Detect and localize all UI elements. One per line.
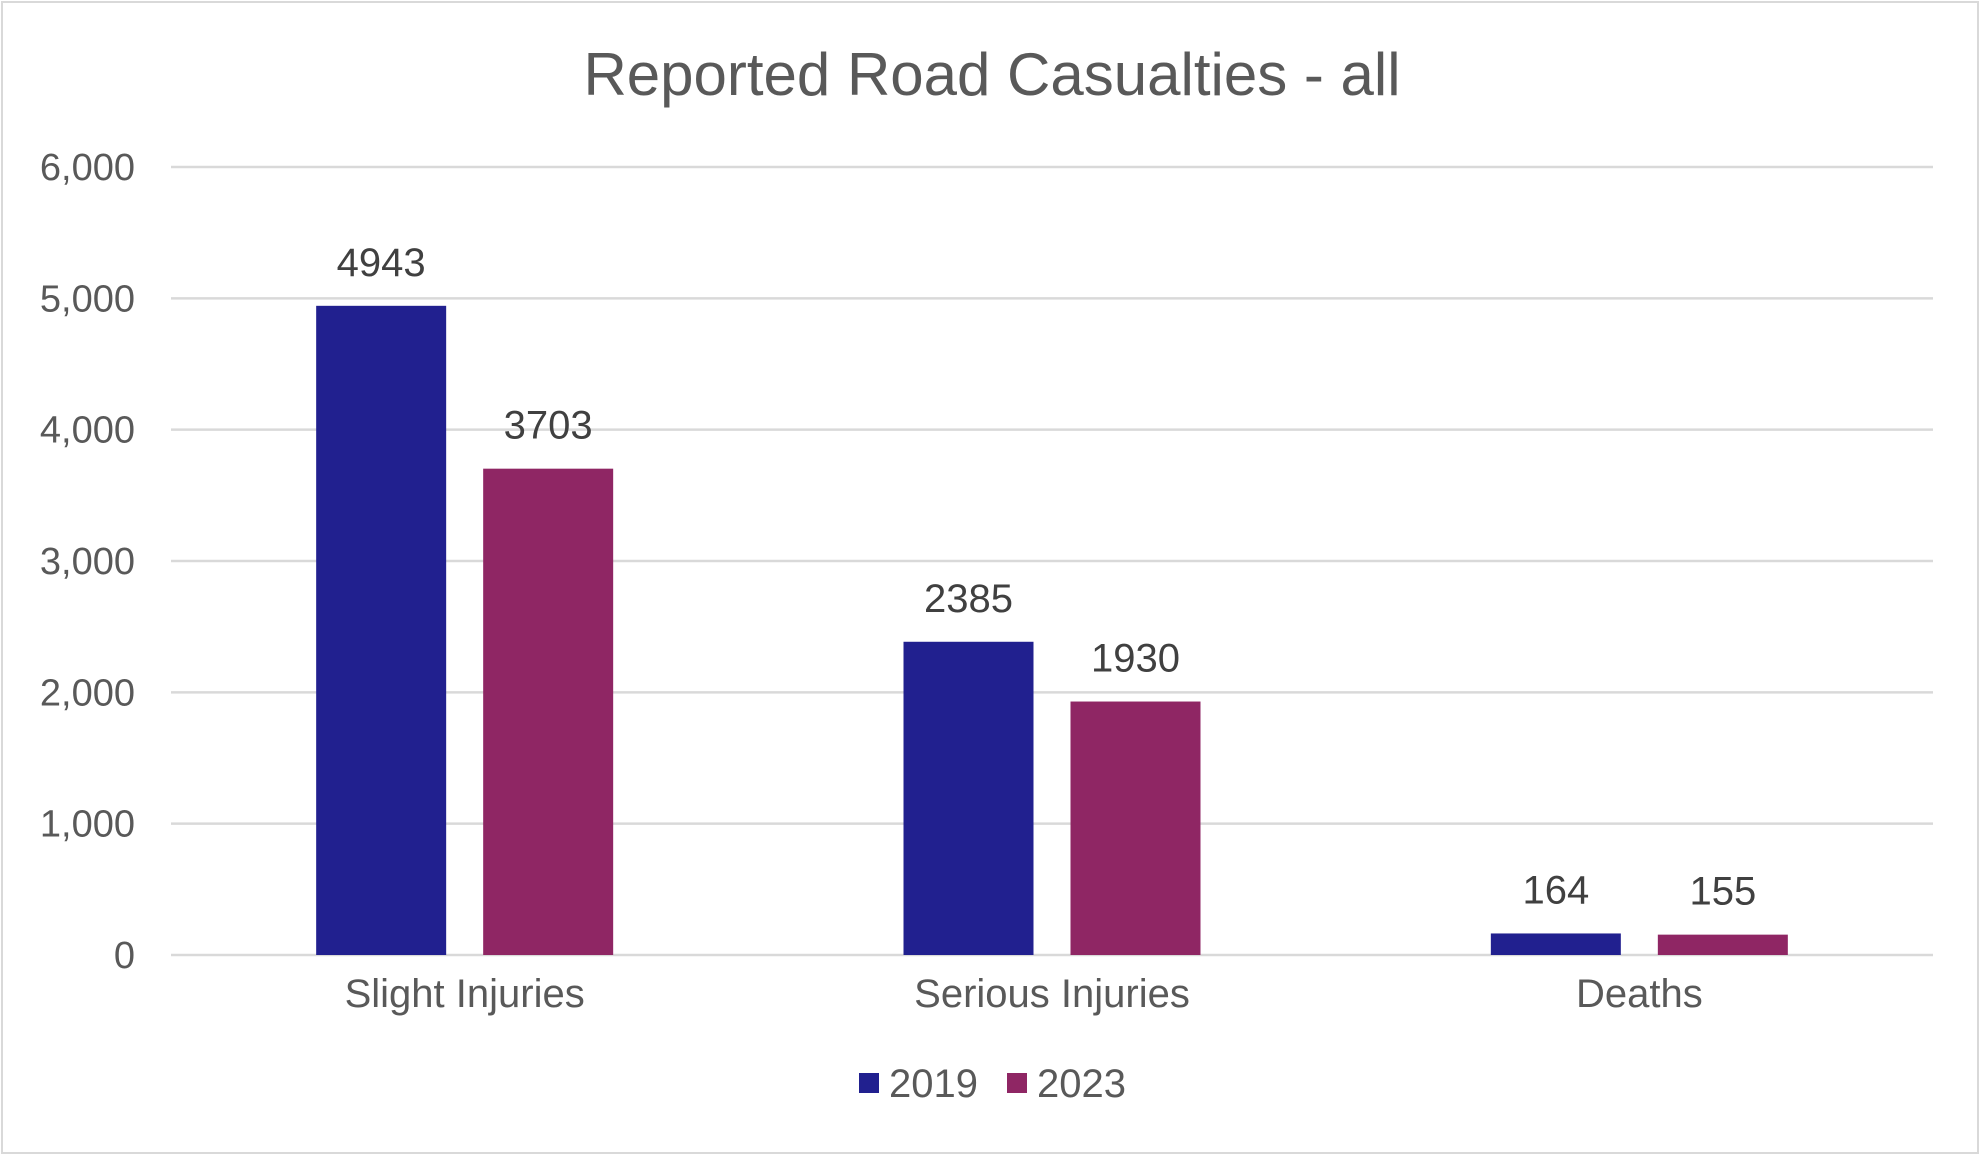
bar-2023-slight-injuries (483, 468, 614, 955)
gridlines (171, 165, 1933, 957)
x-axis-categories: Slight Injuries Serious Injuries Deaths (345, 972, 1703, 1016)
x-category-label: Serious Injuries (914, 972, 1190, 1016)
legend-swatch-2023 (1007, 1073, 1027, 1093)
y-axis-ticks: 0 1,000 2,000 3,000 4,000 5,000 6,000 (40, 147, 135, 977)
y-tick-label: 5,000 (40, 278, 135, 320)
bar-2023-deaths (1657, 934, 1788, 955)
bar-2019-serious-injuries (903, 641, 1034, 955)
y-tick-label: 2,000 (40, 672, 135, 714)
legend-label: 2023 (1037, 1062, 1126, 1106)
x-category-label: Deaths (1576, 972, 1703, 1016)
data-label: 1930 (1091, 637, 1180, 681)
data-label: 4943 (337, 241, 426, 285)
chart-title: Reported Road Casualties - all (583, 41, 1400, 108)
bars (316, 305, 1788, 955)
legend: 2019 2023 (859, 1062, 1126, 1106)
bar-chart: Reported Road Casualties - all 0 1,000 2,0… (40, 41, 1933, 1106)
legend-label: 2019 (889, 1062, 978, 1106)
y-tick-label: 1,000 (40, 804, 135, 846)
y-tick-label: 0 (114, 935, 135, 977)
data-labels: 4943 3703 2385 1930 164 155 (337, 241, 1757, 914)
data-label: 155 (1689, 870, 1756, 914)
y-tick-label: 6,000 (40, 147, 135, 189)
bar-2023-serious-injuries (1070, 701, 1201, 955)
x-category-label: Slight Injuries (345, 972, 585, 1016)
bar-2019-slight-injuries (316, 305, 447, 955)
data-label: 3703 (504, 404, 593, 448)
y-tick-label: 4,000 (40, 410, 135, 452)
bar-2019-deaths (1490, 933, 1621, 955)
data-label: 164 (1522, 868, 1589, 912)
data-label: 2385 (924, 577, 1013, 621)
legend-swatch-2019 (859, 1073, 879, 1093)
y-tick-label: 3,000 (40, 541, 135, 583)
